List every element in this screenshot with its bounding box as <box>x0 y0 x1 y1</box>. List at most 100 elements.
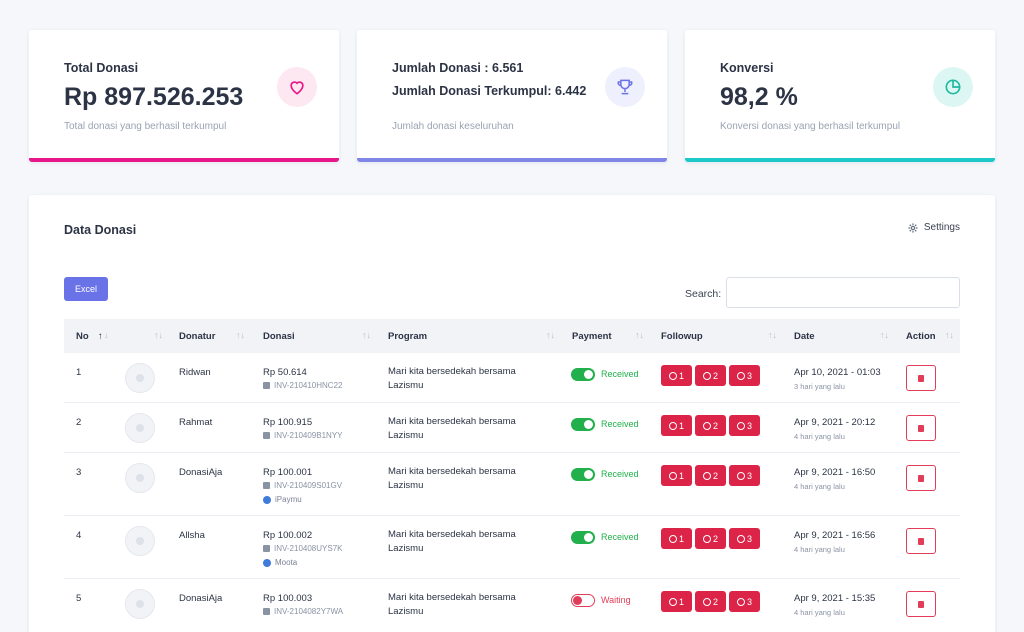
sort-icon[interactable]: ↓ <box>104 330 109 340</box>
whatsapp-followup-button[interactable]: 1 <box>661 365 692 386</box>
program-name: Mari kita bersedekah bersama Lazismu <box>388 416 516 441</box>
payment-status: Received <box>601 532 639 542</box>
whatsapp-followup-button[interactable]: 2 <box>695 465 726 486</box>
payment-toggle[interactable] <box>571 594 595 607</box>
followup-number: 2 <box>712 470 718 481</box>
donation-amount: Rp 100.915 <box>263 417 313 428</box>
whatsapp-followup-button[interactable]: 3 <box>729 528 760 549</box>
program-name: Mari kita bersedekah bersama Lazismu <box>388 366 516 391</box>
donation-date: Apr 9, 2021 - 15:35 <box>794 593 876 604</box>
sort-icon[interactable]: ↑↓ <box>154 330 163 340</box>
payment-toggle[interactable] <box>571 418 595 431</box>
donation-amount: Rp 100.003 <box>263 593 313 604</box>
user-icon <box>136 537 144 545</box>
search-input[interactable] <box>726 277 960 308</box>
document-icon <box>263 608 270 615</box>
sort-icon[interactable]: ↑↓ <box>945 330 954 340</box>
whatsapp-followup-button[interactable]: 3 <box>729 365 760 386</box>
column-header-donatur[interactable]: Donatur <box>179 331 216 342</box>
card-subtitle: Jumlah donasi keseluruhan <box>392 121 514 132</box>
payment-toggle[interactable] <box>571 368 595 381</box>
whatsapp-followup-button[interactable]: 1 <box>661 591 692 612</box>
delete-button[interactable] <box>906 591 936 617</box>
whatsapp-icon <box>702 471 711 480</box>
row-number: 5 <box>76 593 82 604</box>
card-subtitle: Konversi donasi yang berhasil terkumpul <box>720 121 901 132</box>
card-label: Konversi <box>720 61 774 75</box>
program-name: Mari kita bersedekah bersama Lazismu <box>388 466 516 491</box>
gateway-text: Moota <box>275 558 298 567</box>
invoice-text: INV-210408UYS7K <box>274 544 343 553</box>
data-donasi-panel: Data Donasi Settings Excel Search: No ↑ … <box>29 195 995 632</box>
column-header-action[interactable]: Action <box>906 331 936 342</box>
invoice-number: INV-210408UYS7K <box>263 544 343 553</box>
relative-time: 3 hari yang lalu <box>794 382 845 391</box>
program-name: Mari kita bersedekah bersama Lazismu <box>388 529 516 554</box>
followup-number: 1 <box>678 370 684 381</box>
sort-icon[interactable]: ↑↓ <box>768 330 777 340</box>
trash-icon <box>918 374 924 382</box>
whatsapp-followup-button[interactable]: 2 <box>695 591 726 612</box>
whatsapp-icon <box>668 471 677 480</box>
followup-number: 3 <box>746 420 752 431</box>
donor-name: Allsha <box>179 530 205 541</box>
column-header-followup[interactable]: Followup <box>661 331 703 342</box>
card-value: Rp 897.526.253 <box>64 83 244 111</box>
donation-date: Apr 9, 2021 - 16:50 <box>794 467 876 478</box>
sort-icon[interactable]: ↑↓ <box>236 330 245 340</box>
table-row: 2 Rahmat Rp 100.915 INV-210409B1NYY Mari kit… <box>64 403 960 453</box>
excel-export-button[interactable]: Excel <box>64 277 108 301</box>
whatsapp-icon <box>702 597 711 606</box>
card-accent-bar <box>685 158 995 162</box>
column-header-no[interactable]: No <box>76 331 89 342</box>
delete-button[interactable] <box>906 465 936 491</box>
sort-icon[interactable]: ↑↓ <box>546 330 555 340</box>
delete-button[interactable] <box>906 528 936 554</box>
payment-status: Received <box>601 419 639 429</box>
user-icon <box>136 474 144 482</box>
settings-label: Settings <box>923 222 960 233</box>
toggle-knob <box>584 470 593 479</box>
gateway-icon <box>263 495 271 504</box>
whatsapp-followup-button[interactable]: 3 <box>729 591 760 612</box>
whatsapp-followup-button[interactable]: 1 <box>661 415 692 436</box>
donor-name: Ridwan <box>179 367 211 378</box>
column-header-donasi[interactable]: Donasi <box>263 331 295 342</box>
whatsapp-followup-button[interactable]: 3 <box>729 415 760 436</box>
card-subtitle: Total donasi yang berhasil terkumpul <box>64 121 227 132</box>
sort-icon[interactable]: ↑↓ <box>635 330 644 340</box>
panel-title: Data Donasi <box>64 223 137 237</box>
whatsapp-followup-button[interactable]: 2 <box>695 415 726 436</box>
followup-number: 2 <box>712 420 718 431</box>
payment-toggle[interactable] <box>571 468 595 481</box>
delete-button[interactable] <box>906 365 936 391</box>
whatsapp-followup-button[interactable]: 1 <box>661 465 692 486</box>
column-header-payment[interactable]: Payment <box>572 331 612 342</box>
sort-icon[interactable]: ↑↓ <box>880 330 889 340</box>
whatsapp-followup-button[interactable]: 1 <box>661 528 692 549</box>
invoice-text: INV-2104082Y7WA <box>274 607 344 616</box>
payment-status: Received <box>601 369 639 379</box>
card-value: 98,2 % <box>720 83 798 111</box>
table-row: 3 DonasiAja Rp 100.001 INV-210409S01GV iPaym… <box>64 453 960 516</box>
whatsapp-icon <box>736 597 745 606</box>
whatsapp-followup-button[interactable]: 3 <box>729 465 760 486</box>
invoice-text: INV-210409S01GV <box>274 481 343 490</box>
followup-number: 2 <box>712 533 718 544</box>
whatsapp-followup-button[interactable]: 2 <box>695 365 726 386</box>
followup-number: 3 <box>746 596 752 607</box>
whatsapp-followup-button[interactable]: 2 <box>695 528 726 549</box>
sort-icon[interactable]: ↑↓ <box>362 330 371 340</box>
card-accent-bar <box>29 158 339 162</box>
column-header-program[interactable]: Program <box>388 331 428 342</box>
column-header-date[interactable]: Date <box>794 331 815 342</box>
card-label: Total Donasi <box>64 61 139 75</box>
sort-asc-icon[interactable]: ↑ <box>98 331 103 342</box>
card-label: Jumlah Donasi : 6.561 <box>392 61 524 75</box>
trash-icon <box>918 537 924 545</box>
payment-toggle[interactable] <box>571 531 595 544</box>
toggle-knob <box>573 596 582 605</box>
settings-button[interactable]: Settings <box>908 222 960 233</box>
delete-button[interactable] <box>906 415 936 441</box>
row-number: 3 <box>76 467 82 478</box>
